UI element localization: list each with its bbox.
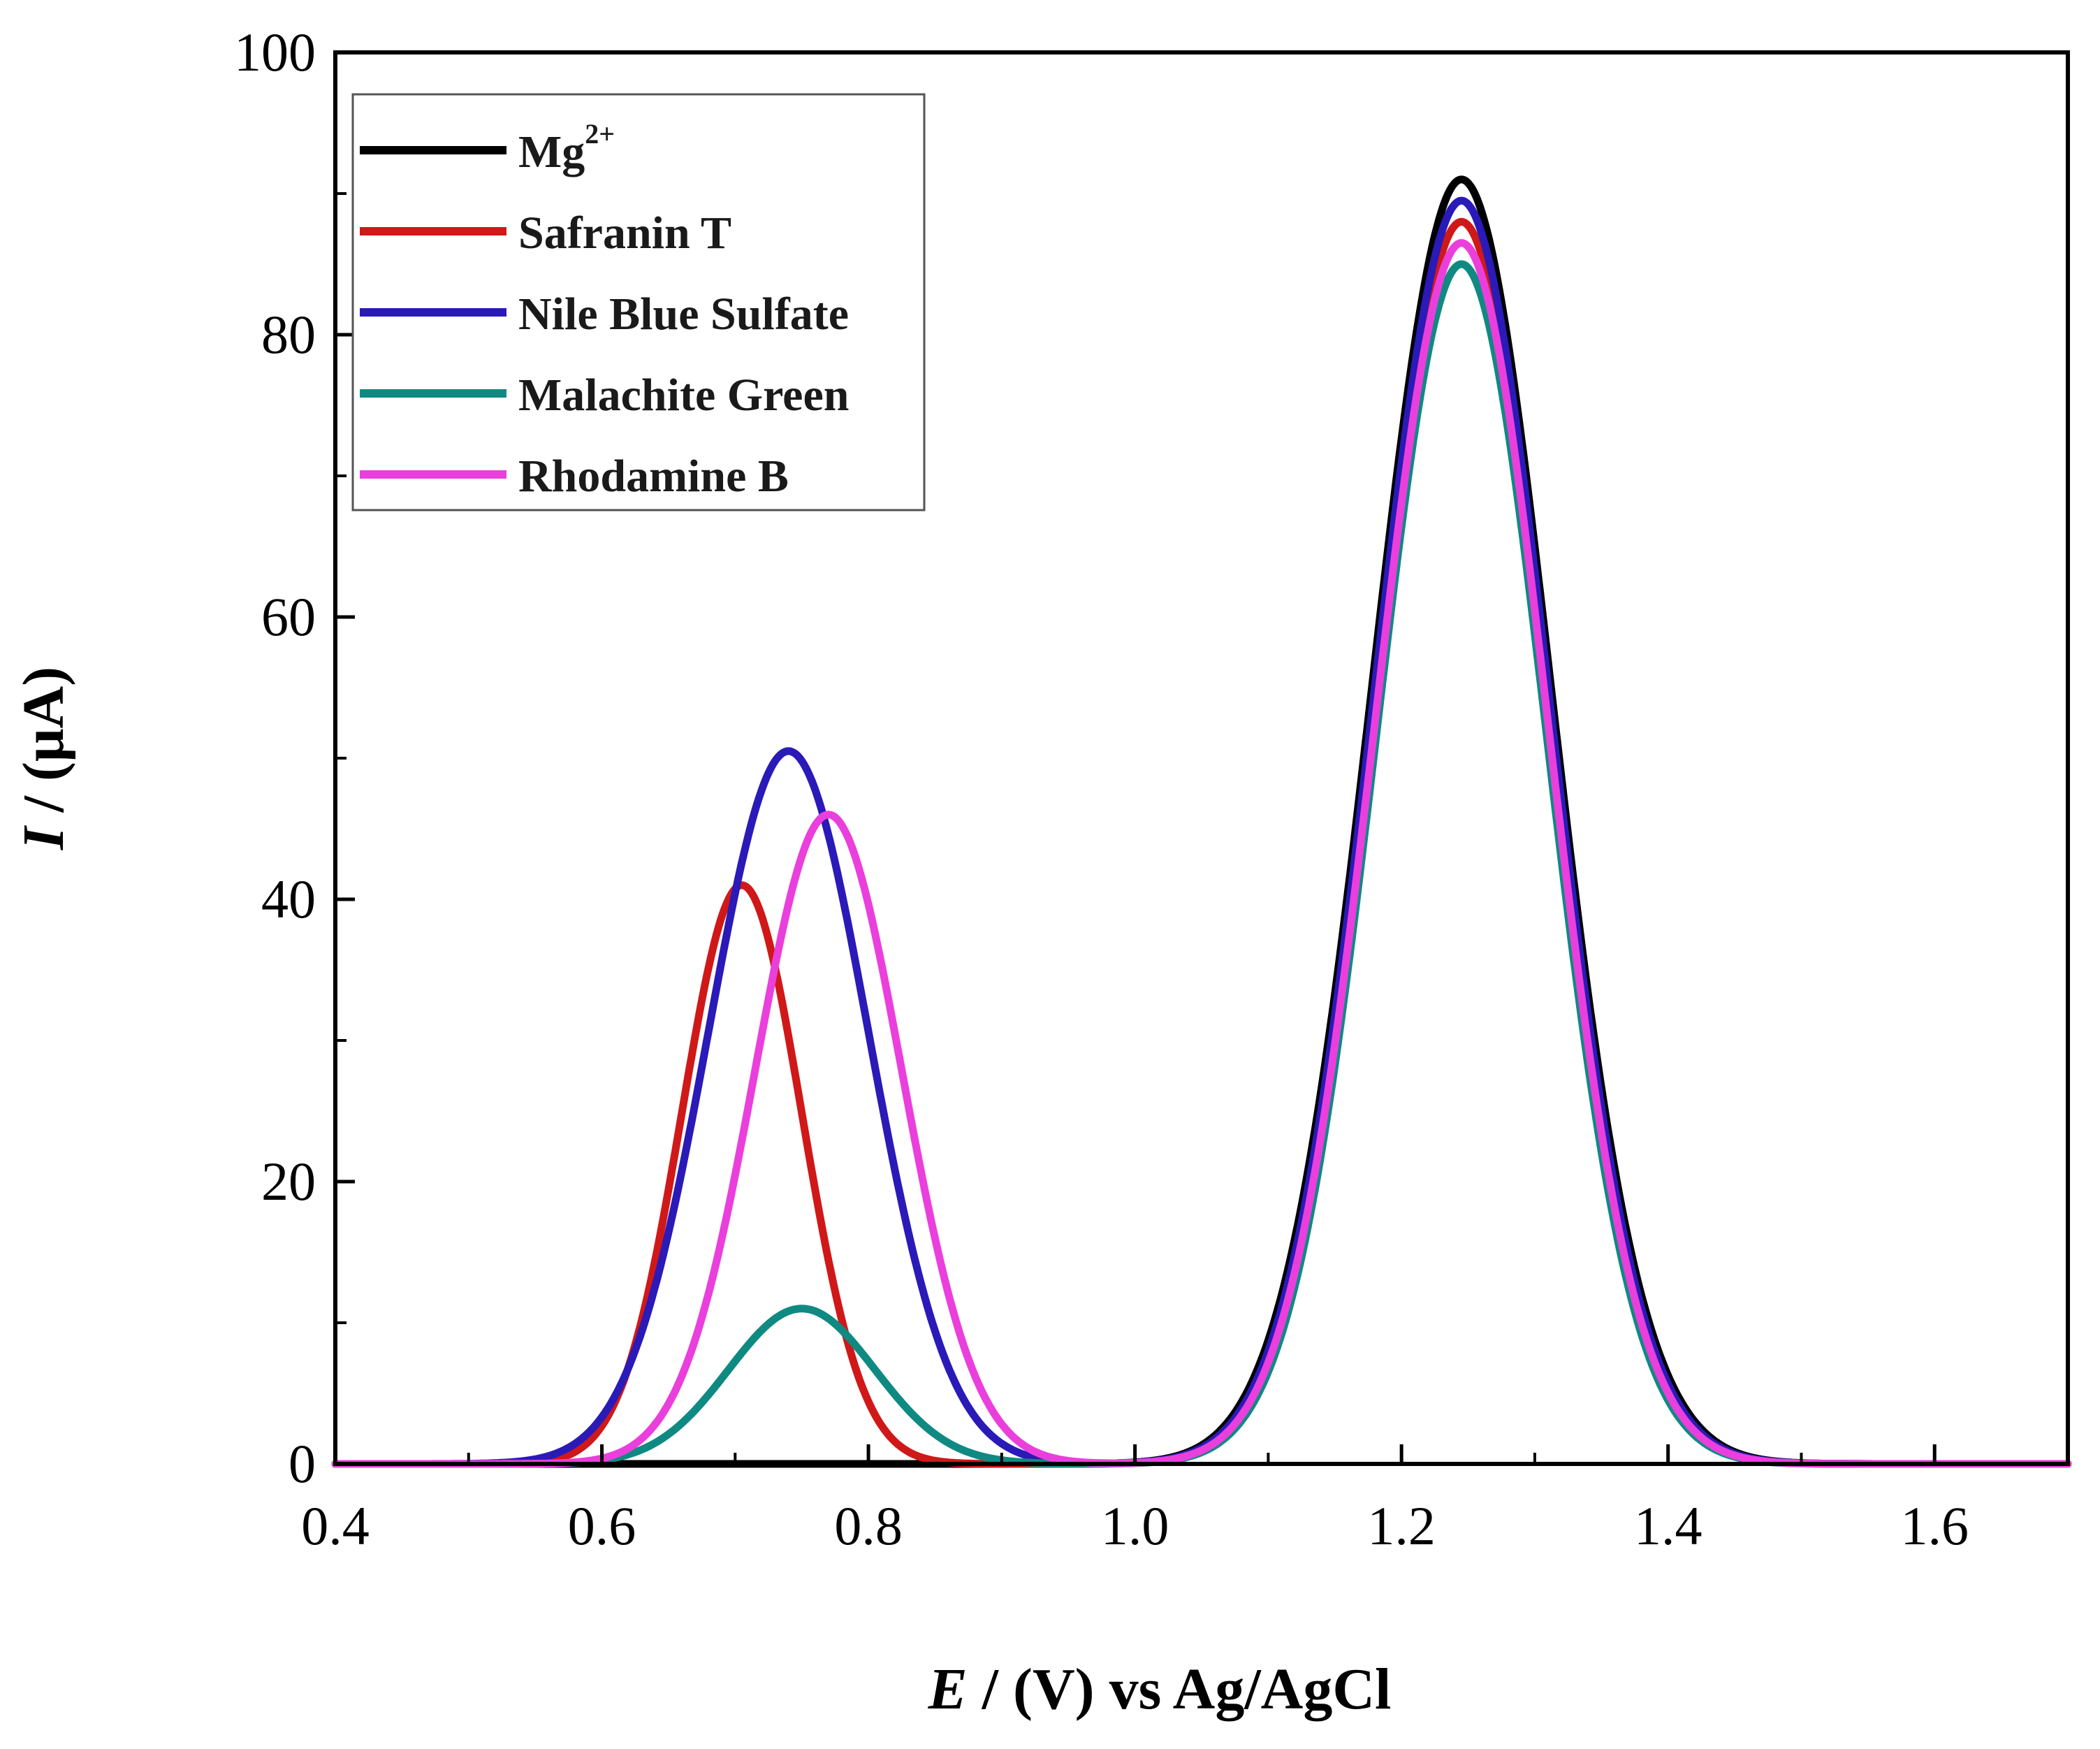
y-tick-label: 60 — [261, 586, 316, 647]
x-tick-label: 0.6 — [568, 1495, 636, 1556]
y-tick-label: 80 — [261, 304, 316, 365]
x-tick-label: 0.4 — [301, 1495, 370, 1556]
legend-label: Malachite Green — [518, 370, 849, 421]
y-tick-label: 0 — [289, 1433, 316, 1494]
y-tick-label: 40 — [261, 869, 316, 929]
x-tick-label: 1.2 — [1367, 1495, 1436, 1556]
legend: Mg2+ Safranin T Nile Blue Sulfate Malachite… — [351, 93, 926, 511]
x-tick-label: 1.6 — [1900, 1495, 1969, 1556]
x-tick-label: 0.8 — [834, 1495, 903, 1556]
legend-box — [351, 93, 926, 511]
y-axis-ticks: 0 20 40 60 80 100 — [234, 22, 355, 1494]
legend-label: Safranin T — [518, 208, 731, 259]
y-tick-label: 20 — [261, 1151, 316, 1212]
legend-label: Rhodamine B — [518, 451, 789, 502]
x-tick-label: 1.4 — [1634, 1495, 1702, 1556]
x-tick-label: 1.0 — [1101, 1495, 1169, 1556]
legend-label: Nile Blue Sulfate — [518, 289, 849, 340]
y-tick-label: 100 — [234, 22, 316, 82]
x-axis-title: E / (V) vs Ag/AgCl — [928, 1657, 1392, 1722]
y-axis-title: I / (μA) — [11, 667, 76, 850]
legend-label: Mg2+ — [518, 118, 615, 177]
x-axis-ticks: 0.4 0.6 0.8 1.0 1.2 1.4 1.6 — [301, 1444, 2069, 1556]
